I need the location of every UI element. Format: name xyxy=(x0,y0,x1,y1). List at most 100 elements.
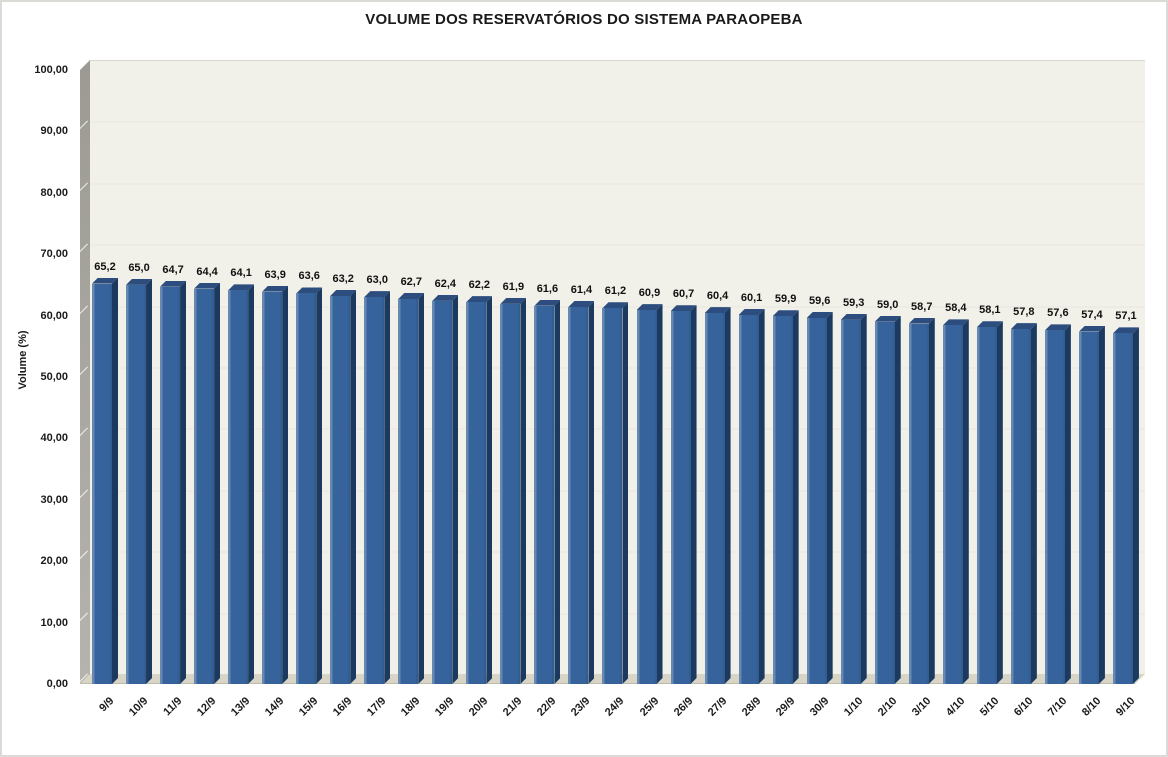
bar-front-face xyxy=(942,325,963,684)
bar-value-label: 63,2 xyxy=(332,272,354,285)
bar-front-face xyxy=(432,300,453,684)
y-tick-label: 30,00 xyxy=(40,493,68,506)
bar-value-label: 61,2 xyxy=(604,285,627,298)
x-tick-label: 18/9 xyxy=(399,695,423,719)
bar-front-face xyxy=(704,313,725,684)
bar-side-face xyxy=(1031,323,1037,684)
bar-value-label: 59,9 xyxy=(774,293,797,306)
bar-side-face xyxy=(554,300,560,684)
y-tick-label: 20,00 xyxy=(40,555,68,568)
x-tick-label: 19/9 xyxy=(433,695,457,719)
bar-side-face xyxy=(759,309,765,684)
x-tick-label: 13/9 xyxy=(228,695,253,719)
bar-side-face xyxy=(214,283,220,684)
x-tick-label: 26/9 xyxy=(671,695,696,719)
x-tick-label: 3/10 xyxy=(909,695,934,719)
bar-top-face xyxy=(364,291,390,297)
bar-top-face xyxy=(126,279,152,285)
y-tick-label: 10,00 xyxy=(40,616,68,629)
bar-top-face xyxy=(1113,327,1139,333)
bar-top-face xyxy=(977,321,1003,327)
bar-front-face xyxy=(296,293,317,684)
x-tick-label: 17/9 xyxy=(365,695,389,719)
y-tick-label: 40,00 xyxy=(40,432,68,445)
bar-side-face xyxy=(350,290,356,684)
x-tick-label: 15/9 xyxy=(297,695,321,719)
bar-front-face xyxy=(500,303,521,684)
bar-value-label: 61,9 xyxy=(502,280,525,293)
bar-front-face xyxy=(874,321,895,684)
y-tick-label: 70,00 xyxy=(40,248,68,261)
bar-value-label: 58,4 xyxy=(945,302,967,315)
x-tick-label: 9/9 xyxy=(97,695,117,715)
bar-value-label: 58,7 xyxy=(911,300,933,313)
bar-side-face xyxy=(691,305,697,684)
bar-front-face xyxy=(738,314,759,684)
plot-left-wall-3d xyxy=(80,60,90,684)
bar-value-label: 63,6 xyxy=(298,270,320,283)
x-tick-label: 16/9 xyxy=(331,695,355,719)
bar-front-face xyxy=(976,327,997,684)
bar-top-face xyxy=(875,316,901,322)
bar-top-face xyxy=(671,305,697,311)
x-tick-label: 1/10 xyxy=(841,695,866,719)
x-tick-label: 6/10 xyxy=(1011,695,1036,719)
bar-front-face xyxy=(194,288,215,684)
x-tick-label: 28/9 xyxy=(739,695,764,719)
bar-side-face xyxy=(1133,327,1139,684)
gridline xyxy=(90,244,1145,247)
bar-side-face xyxy=(622,302,628,684)
bar-top-face xyxy=(1045,324,1071,330)
bar-top-face xyxy=(296,287,322,293)
bar-front-face xyxy=(1112,333,1133,684)
y-tick-label: 50,00 xyxy=(40,371,68,383)
bar-front-face xyxy=(364,297,385,684)
x-tick-label: 30/9 xyxy=(807,695,832,719)
y-tick-label: 80,00 xyxy=(40,186,68,199)
bar-side-face xyxy=(793,310,799,684)
bar-side-face xyxy=(520,298,526,684)
bar-top-face xyxy=(943,319,969,325)
bar-value-label: 62,2 xyxy=(468,279,491,292)
bar-side-face xyxy=(486,296,492,684)
bar-front-face xyxy=(160,286,181,684)
bar-value-label: 61,4 xyxy=(570,284,593,296)
bar-value-label: 57,4 xyxy=(1081,308,1103,321)
bar-front-face xyxy=(534,305,555,684)
x-tick-label: 22/9 xyxy=(535,695,559,719)
bar-top-face xyxy=(500,298,526,304)
bar-value-label: 60,7 xyxy=(672,288,695,301)
x-tick-label: 27/9 xyxy=(705,695,730,719)
bar-top-face xyxy=(194,283,220,289)
bar-top-face xyxy=(637,304,663,310)
bar-side-face xyxy=(282,286,288,684)
bar-front-face xyxy=(670,311,691,684)
bar-side-face xyxy=(657,304,663,684)
bar-value-label: 57,6 xyxy=(1047,307,1069,320)
bar-front-face xyxy=(1010,329,1031,684)
bar-top-face xyxy=(807,312,833,318)
x-tick-label: 24/9 xyxy=(603,695,627,719)
bar-value-label: 60,9 xyxy=(638,287,661,300)
bar-side-face xyxy=(112,278,118,684)
bar-value-label: 64,1 xyxy=(230,267,252,280)
bar-value-label: 60,4 xyxy=(706,290,729,303)
bar-front-face xyxy=(568,307,589,684)
bar-side-face xyxy=(452,295,458,684)
bar-top-face xyxy=(228,284,254,290)
bar-front-face xyxy=(636,310,657,684)
bar-front-face xyxy=(1044,330,1065,684)
bar-top-face xyxy=(602,302,628,308)
x-tick-label: 5/10 xyxy=(977,695,1002,719)
bar-side-face xyxy=(827,312,833,684)
bar-top-face xyxy=(568,301,594,307)
bar-side-face xyxy=(725,307,731,684)
bar-front-face xyxy=(398,299,419,684)
bar-top-face xyxy=(773,310,799,316)
bar-front-face xyxy=(126,284,147,684)
bar-top-face xyxy=(1011,323,1037,329)
x-tick-label: 14/9 xyxy=(263,695,287,719)
bar-side-face xyxy=(861,314,867,684)
x-tick-label: 29/9 xyxy=(773,695,798,719)
bar-value-label: 57,1 xyxy=(1115,310,1137,323)
